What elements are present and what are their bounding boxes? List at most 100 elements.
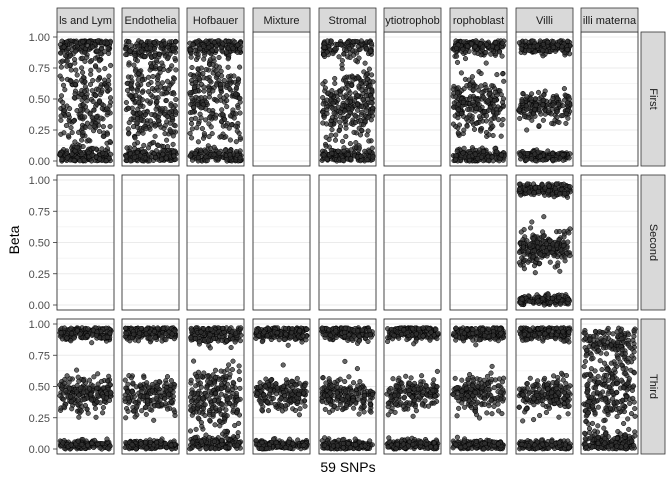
data-point — [84, 98, 90, 104]
data-point — [69, 41, 75, 48]
data-point — [465, 43, 471, 49]
data-point — [518, 262, 524, 268]
data-point — [490, 123, 496, 129]
data-point — [201, 43, 207, 49]
facet-panel — [383, 31, 442, 167]
data-point — [103, 395, 109, 401]
data-point — [564, 47, 570, 53]
data-point — [149, 154, 155, 160]
data-point — [369, 41, 375, 47]
data-point — [363, 80, 369, 86]
data-point — [90, 98, 96, 105]
data-point — [192, 150, 198, 156]
data-point — [347, 54, 353, 61]
data-point — [155, 74, 161, 80]
data-point — [526, 47, 532, 53]
data-point — [96, 67, 102, 73]
data-point — [463, 116, 469, 122]
data-point — [123, 154, 129, 160]
data-point — [518, 46, 524, 52]
data-point — [94, 399, 100, 405]
data-point — [220, 41, 226, 47]
data-point — [486, 132, 492, 138]
facet-panel — [515, 174, 574, 311]
data-point — [153, 106, 159, 112]
data-point — [95, 38, 101, 44]
data-point — [559, 44, 565, 50]
data-point — [84, 42, 90, 49]
data-point — [367, 83, 373, 89]
data-point — [104, 106, 110, 112]
data-point — [469, 119, 475, 125]
data-point — [147, 45, 153, 51]
data-point — [477, 147, 483, 153]
data-point — [150, 73, 156, 80]
data-point — [147, 39, 153, 45]
data-point — [483, 113, 490, 119]
data-point — [370, 154, 376, 160]
data-point — [147, 335, 153, 341]
data-point — [494, 45, 500, 51]
data-point — [77, 158, 83, 164]
data-point — [151, 417, 157, 423]
data-point — [550, 96, 556, 102]
data-point — [164, 137, 170, 143]
data-point — [547, 245, 553, 251]
data-point — [328, 132, 334, 138]
facet-panel — [186, 174, 245, 311]
data-point — [350, 77, 356, 83]
data-point — [347, 141, 353, 147]
data-point — [320, 120, 326, 126]
data-point — [204, 158, 210, 164]
data-point — [144, 393, 150, 400]
data-point — [556, 294, 562, 300]
data-point — [95, 371, 101, 377]
facet-panel — [56, 31, 115, 167]
data-point — [79, 441, 85, 448]
data-point — [94, 392, 100, 398]
data-point — [85, 326, 91, 332]
data-point — [524, 127, 530, 133]
data-point — [134, 120, 140, 126]
data-point — [484, 41, 490, 47]
data-point — [81, 389, 87, 395]
data-point — [557, 191, 563, 197]
data-point — [476, 114, 483, 120]
data-point — [343, 133, 349, 140]
data-point — [68, 394, 74, 400]
data-point — [157, 111, 163, 117]
data-point — [541, 214, 547, 220]
data-point — [210, 88, 216, 94]
data-point — [458, 70, 464, 76]
data-point — [222, 116, 228, 122]
data-point — [79, 137, 85, 143]
data-point — [337, 123, 344, 130]
data-point — [187, 90, 193, 96]
data-point — [92, 63, 99, 69]
data-point — [73, 40, 79, 46]
data-point — [560, 112, 566, 119]
data-point — [141, 54, 147, 60]
data-point — [97, 156, 103, 162]
data-point — [188, 54, 194, 60]
data-point — [131, 62, 137, 68]
data-point — [227, 86, 233, 92]
data-point — [516, 181, 522, 187]
data-point — [128, 116, 134, 122]
data-point — [68, 125, 74, 131]
data-point — [155, 87, 161, 93]
data-point — [532, 107, 538, 113]
data-point — [235, 105, 241, 111]
data-point — [143, 404, 149, 410]
data-point — [171, 76, 177, 82]
data-point — [133, 400, 139, 406]
data-point — [540, 102, 546, 108]
data-point — [554, 114, 560, 120]
data-point — [58, 330, 64, 336]
data-point — [206, 115, 212, 121]
data-point — [339, 66, 345, 72]
facet-panel — [121, 174, 180, 311]
data-point — [93, 92, 99, 98]
data-point — [135, 70, 141, 76]
data-point — [88, 392, 94, 398]
